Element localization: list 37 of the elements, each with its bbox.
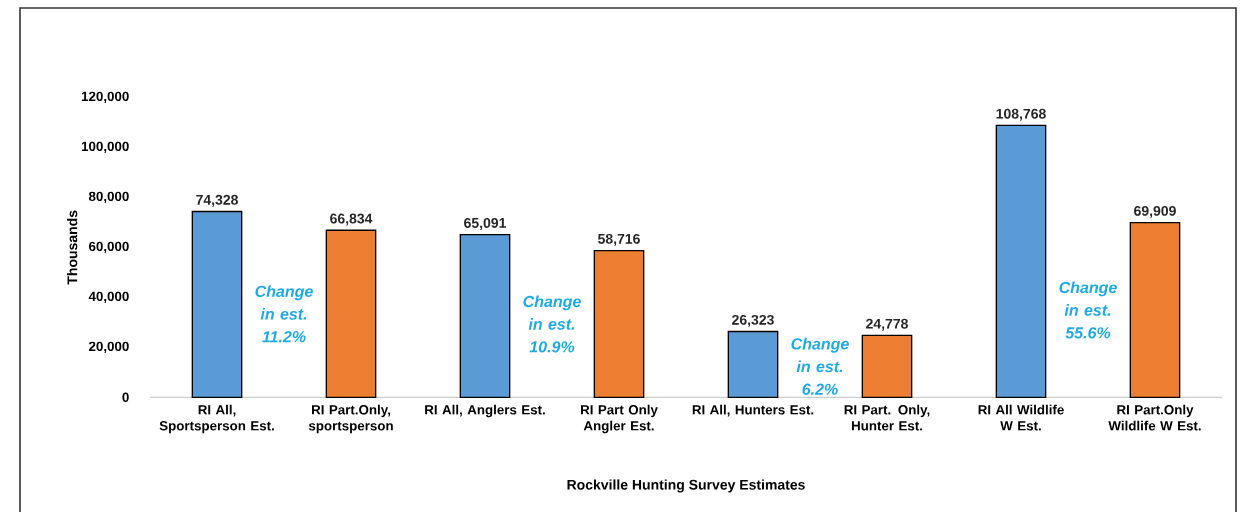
- annotation: Change in est. 6.2%: [791, 337, 849, 395]
- x-tick-label: RI Part.Only Wildlife W Est.: [1108, 404, 1201, 431]
- x-axis-title: Rockville Hunting Survey Estimates: [567, 479, 805, 493]
- data-label: 74,328: [196, 194, 238, 207]
- annotation: Change in est. 55.6%: [1059, 281, 1117, 339]
- y-tick-label: 100,000: [81, 141, 129, 154]
- y-tick-label: 40,000: [88, 291, 129, 304]
- bar: [191, 210, 243, 398]
- x-tick-label: RI Part Only Angler Est.: [581, 404, 658, 434]
- x-tick-label: RI Part. Only, Hunter Est.: [844, 404, 930, 431]
- data-label: 24,778: [866, 318, 908, 331]
- y-axis-title: Thousands: [67, 210, 78, 285]
- data-label: 66,834: [330, 213, 373, 226]
- bar: [325, 229, 377, 398]
- data-label: 26,323: [732, 314, 774, 327]
- y-tick-label: 120,000: [81, 91, 129, 104]
- annotation: Change in est. 11.2%: [255, 285, 313, 343]
- bar: [727, 330, 779, 398]
- bar: [861, 334, 913, 398]
- bar: [593, 249, 645, 398]
- data-label: 58,716: [598, 233, 640, 246]
- x-tick-label: RI All, Anglers Est.: [425, 404, 545, 418]
- x-tick-label: RI All, Hunters Est.: [692, 404, 814, 417]
- y-tick-label: 60,000: [88, 241, 129, 254]
- data-label: 108,768: [996, 108, 1046, 121]
- bar: [995, 124, 1047, 398]
- bar: [459, 233, 511, 398]
- y-tick-label: 0: [122, 392, 129, 403]
- x-tick-label: RI All Wildlife W Est.: [978, 404, 1064, 431]
- y-tick-label: 20,000: [88, 341, 129, 354]
- x-tick-label: RI Part.Only, sportsperson: [308, 404, 393, 434]
- bar: [1129, 221, 1181, 398]
- annotation: Change in est. 10.9%: [523, 295, 581, 353]
- data-label: 65,091: [464, 217, 506, 230]
- data-label: 69,909: [1134, 205, 1176, 218]
- x-tick-label: RI All, Sportsperson Est.: [159, 404, 274, 434]
- y-tick-label: 80,000: [88, 191, 129, 204]
